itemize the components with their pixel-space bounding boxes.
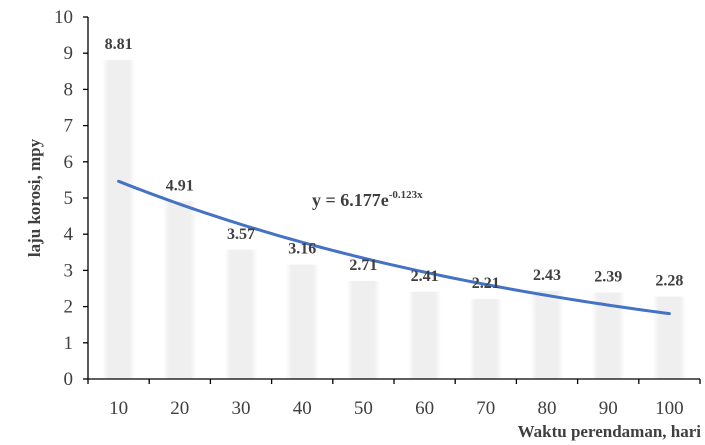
equation-main: y = 6.177e: [312, 190, 389, 210]
bar-series: [102, 60, 686, 379]
data-label-50: 2.71: [349, 257, 377, 274]
bar-60: [408, 291, 442, 379]
data-label-20: 4.91: [166, 177, 194, 194]
y-tick-label: 0: [64, 369, 74, 390]
x-tick-label: 30: [232, 398, 251, 419]
data-label-80: 2.43: [533, 267, 561, 284]
x-axis-title: Waktu perendaman, hari: [518, 422, 702, 441]
y-tick-label: 4: [64, 224, 74, 245]
bar-70: [469, 298, 503, 379]
exponential-trendline: [117, 179, 671, 316]
data-label-60: 2.41: [411, 268, 439, 285]
bar-30: [224, 249, 258, 379]
data-label-90: 2.39: [594, 268, 622, 285]
y-tick-label: 3: [64, 260, 74, 281]
data-labels: 8.81 4.91 3.57 3.16 2.71 2.41 2.21 2.43 2.39 2.28: [105, 36, 684, 292]
equation-exponent: -0.123x: [389, 189, 423, 201]
x-tick-label: 50: [354, 398, 373, 419]
y-tick-label: 6: [64, 152, 74, 173]
data-label-10: 8.81: [105, 36, 133, 53]
bar-40: [285, 264, 319, 379]
y-tick-label: 2: [64, 297, 74, 318]
bar-80: [530, 291, 564, 379]
y-tick-label: 9: [64, 43, 74, 64]
y-tick-label: 1: [64, 333, 74, 354]
x-tick-label: 90: [599, 398, 618, 419]
data-label-40: 3.16: [288, 241, 316, 258]
x-tick-label: 40: [293, 398, 312, 419]
data-label-30: 3.57: [227, 226, 255, 243]
trendline-equation: y = 6.177e-0.123x: [312, 189, 423, 210]
y-axis-title: laju korosi, mpy: [25, 138, 44, 257]
x-tick-label: 70: [476, 398, 495, 419]
x-tick-label: 100: [655, 398, 684, 419]
y-axis: 0 1 2 3 4 5 6 7 8 9 10: [54, 7, 89, 390]
bar-10: [102, 60, 136, 379]
bar-100: [652, 296, 686, 379]
y-tick-label: 10: [54, 7, 73, 28]
y-tick-label: 5: [64, 188, 74, 209]
x-axis: 10 20 30 40 50 60 70 80 90 100: [87, 378, 701, 419]
y-tick-label: 8: [64, 79, 74, 100]
data-label-70: 2.21: [472, 275, 500, 292]
data-label-100: 2.28: [655, 272, 683, 289]
y-tick-label: 7: [64, 116, 74, 137]
x-tick-label: 60: [415, 398, 434, 419]
bar-50: [346, 280, 380, 379]
bar-20: [163, 201, 197, 379]
x-tick-label: 80: [538, 398, 557, 419]
x-tick-label: 10: [109, 398, 128, 419]
x-tick-label: 20: [170, 398, 189, 419]
